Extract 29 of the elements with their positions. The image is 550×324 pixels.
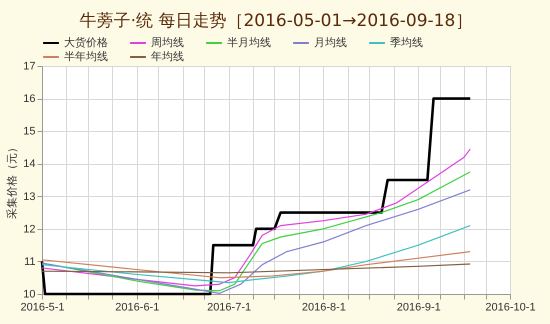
y-tick-label: 13 <box>23 190 36 203</box>
x-tick-label: 2016-5-1 <box>20 302 65 314</box>
y-tick-label: 15 <box>23 126 36 138</box>
x-tick-label: 2016-10-1 <box>485 302 536 314</box>
legend-label: 周均线 <box>151 36 184 49</box>
y-axis-title: 采集价格（元） <box>5 142 18 219</box>
legend-label: 半年均线 <box>64 50 108 63</box>
x-tick-label: 2016-6-1 <box>115 302 160 314</box>
line-series <box>41 189 471 294</box>
legend-label: 半月均线 <box>227 36 271 49</box>
y-tick-label: 11 <box>24 256 36 268</box>
legend-label: 大货价格 <box>64 36 108 49</box>
y-tick-label: 17 <box>23 60 36 72</box>
x-tick-label: 2016-9-1 <box>396 302 441 314</box>
chart-title: 牛蒡子·统 每日走势［2016-05-01→2016-09-18］ <box>80 11 472 31</box>
y-tick-label: 14 <box>23 158 36 170</box>
y-tick-label: 10 <box>23 288 36 300</box>
y-tick-label: 12 <box>23 223 36 236</box>
legend-label: 月均线 <box>314 36 347 49</box>
line-series <box>41 225 471 284</box>
x-tick-label: 2016-7-1 <box>207 302 252 314</box>
y-tick-label: 16 <box>23 93 36 106</box>
line-series <box>41 251 471 278</box>
x-tick-label: 2016-8-1 <box>302 302 346 314</box>
line-series <box>41 263 471 274</box>
line-series <box>41 148 471 286</box>
legend-label: 年均线 <box>151 50 184 63</box>
legend-label: 季均线 <box>390 36 423 49</box>
line-series <box>40 97 472 296</box>
